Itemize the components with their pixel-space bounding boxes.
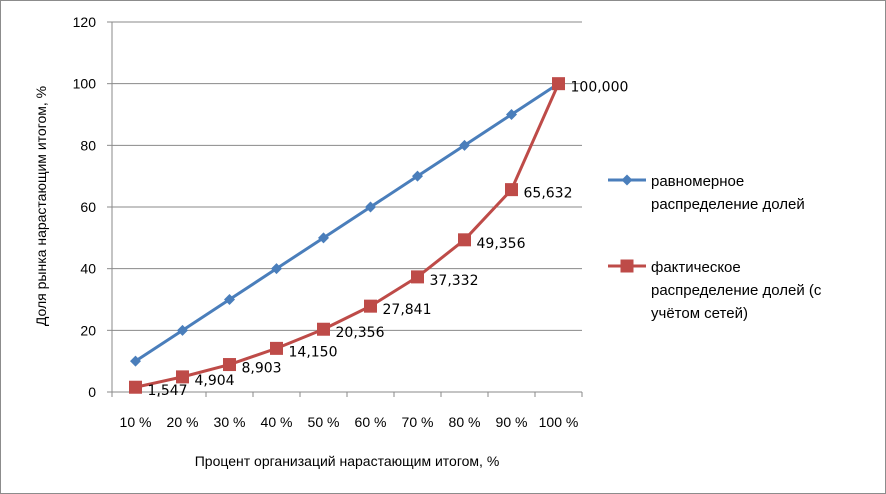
data-label: 14,150: [289, 344, 338, 360]
data-point: [364, 299, 377, 313]
legend-label: распределение долей: [651, 196, 805, 213]
x-tick-label: 70 %: [402, 414, 434, 430]
data-label: 4,904: [195, 373, 235, 389]
data-label: 100,000: [571, 80, 629, 96]
legend-label: учётом сетей): [651, 305, 748, 322]
x-axis-title: Процент организаций нарастающим итогом, …: [195, 453, 500, 469]
data-point: [176, 370, 189, 384]
data-point: [552, 77, 565, 91]
data-label: 49,356: [477, 236, 526, 252]
x-tick-label: 20 %: [167, 414, 199, 430]
x-tick-label: 60 %: [355, 414, 387, 430]
y-tick-label: 60: [80, 199, 96, 215]
data-label: 37,332: [430, 273, 479, 289]
x-tick-label: 30 %: [214, 414, 246, 430]
x-tick-label: 80 %: [449, 414, 481, 430]
series-line: [135, 83, 560, 389]
data-point: [459, 139, 470, 151]
data-label: 20,356: [336, 325, 385, 341]
y-axis-title: Доля рынка нарастающим итогом, %: [33, 86, 49, 326]
data-point: [224, 294, 235, 305]
data-point: [505, 183, 518, 197]
y-tick-label: 0: [88, 384, 96, 400]
data-point: [177, 324, 188, 336]
data-point: [130, 355, 141, 367]
data-point: [129, 380, 142, 394]
axes: 0 20 40 60 80 100 120 10 % 20 % 30 % 40 % 50 % 60 % 7…: [73, 14, 583, 430]
data-point: [506, 109, 517, 120]
series-lines: [129, 77, 565, 394]
legend-label: равномерное: [651, 173, 744, 190]
x-tick-label: 10 %: [120, 414, 152, 430]
data-point: [365, 201, 376, 213]
data-point: [223, 358, 236, 372]
data-labels: 1,547 4,904 8,903 14,150 20,356 27,841 37,332 4…: [148, 80, 629, 400]
y-tick-label: 100: [73, 76, 97, 92]
legend-entry: фактическое распределение долей (с учётом …: [608, 259, 822, 322]
x-tick-label: 40 %: [261, 414, 293, 430]
data-label: 65,632: [524, 186, 573, 202]
data-label: 8,903: [242, 361, 282, 377]
data-point: [458, 233, 471, 247]
data-point: [411, 270, 424, 284]
series-2: [129, 77, 565, 394]
data-point: [271, 263, 282, 275]
data-point: [317, 322, 330, 336]
data-point: [270, 341, 283, 355]
y-tick-label: 120: [73, 14, 97, 30]
x-tick-label: 50 %: [308, 414, 340, 430]
legend-label: распределение долей (с: [651, 282, 822, 299]
legend-entry: равномерное распределение долей: [608, 173, 805, 213]
y-tick-label: 20: [80, 322, 96, 338]
data-point: [318, 232, 329, 244]
gridlines: [112, 21, 582, 331]
legend-marker: [621, 174, 633, 186]
legend-label: фактическое: [651, 259, 741, 276]
series-line: [134, 82, 560, 363]
x-tick-label: 90 %: [496, 414, 528, 430]
x-tick-label: 100 %: [539, 414, 579, 430]
legend-marker: [620, 259, 634, 273]
y-tick-label: 40: [80, 261, 96, 277]
data-label: 27,841: [383, 302, 432, 318]
data-point: [412, 170, 423, 182]
legend: равномерное распределение долей фактическо…: [608, 173, 822, 322]
y-tick-label: 80: [80, 137, 96, 153]
data-label: 1,547: [148, 383, 188, 399]
series-1: [130, 78, 564, 367]
